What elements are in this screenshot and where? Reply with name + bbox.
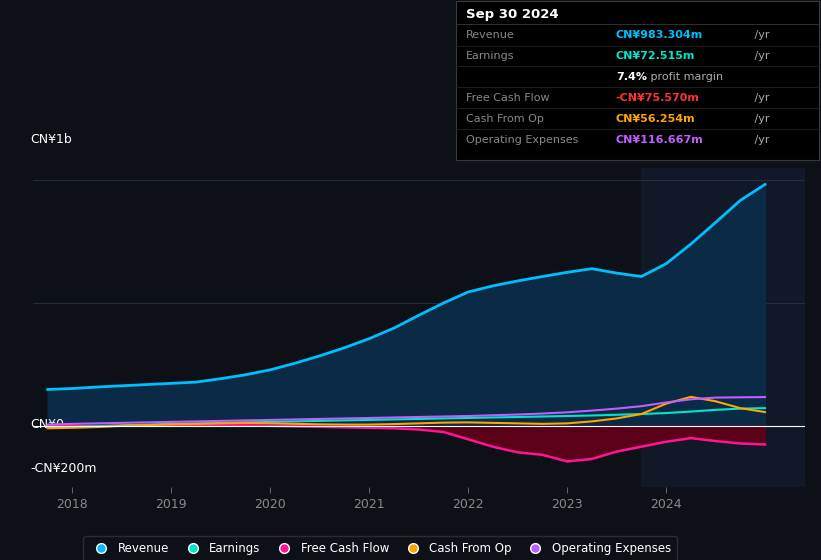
Text: CN¥0: CN¥0	[30, 418, 65, 431]
Text: /yr: /yr	[751, 114, 770, 124]
Text: /yr: /yr	[751, 51, 770, 61]
Text: Revenue: Revenue	[466, 30, 514, 40]
Bar	[641, 168, 805, 487]
Text: Operating Expenses: Operating Expenses	[466, 135, 578, 144]
Text: /yr: /yr	[751, 135, 770, 144]
Text: Free Cash Flow: Free Cash Flow	[466, 93, 549, 103]
Text: CN¥56.254m: CN¥56.254m	[616, 114, 695, 124]
Text: CN¥116.667m: CN¥116.667m	[616, 135, 704, 144]
Text: /yr: /yr	[751, 30, 770, 40]
Text: CN¥983.304m: CN¥983.304m	[616, 30, 703, 40]
Text: -CN¥75.570m: -CN¥75.570m	[616, 93, 699, 103]
Legend: Revenue, Earnings, Free Cash Flow, Cash From Op, Operating Expenses: Revenue, Earnings, Free Cash Flow, Cash …	[84, 536, 677, 560]
Text: Sep 30 2024: Sep 30 2024	[466, 8, 558, 21]
Text: 7.4%: 7.4%	[616, 72, 647, 82]
Text: -CN¥200m: -CN¥200m	[30, 462, 97, 475]
Text: CN¥1b: CN¥1b	[30, 133, 72, 146]
Text: profit margin: profit margin	[647, 72, 723, 82]
Text: CN¥72.515m: CN¥72.515m	[616, 51, 695, 61]
Text: Earnings: Earnings	[466, 51, 514, 61]
Text: Cash From Op: Cash From Op	[466, 114, 544, 124]
Text: /yr: /yr	[751, 93, 770, 103]
